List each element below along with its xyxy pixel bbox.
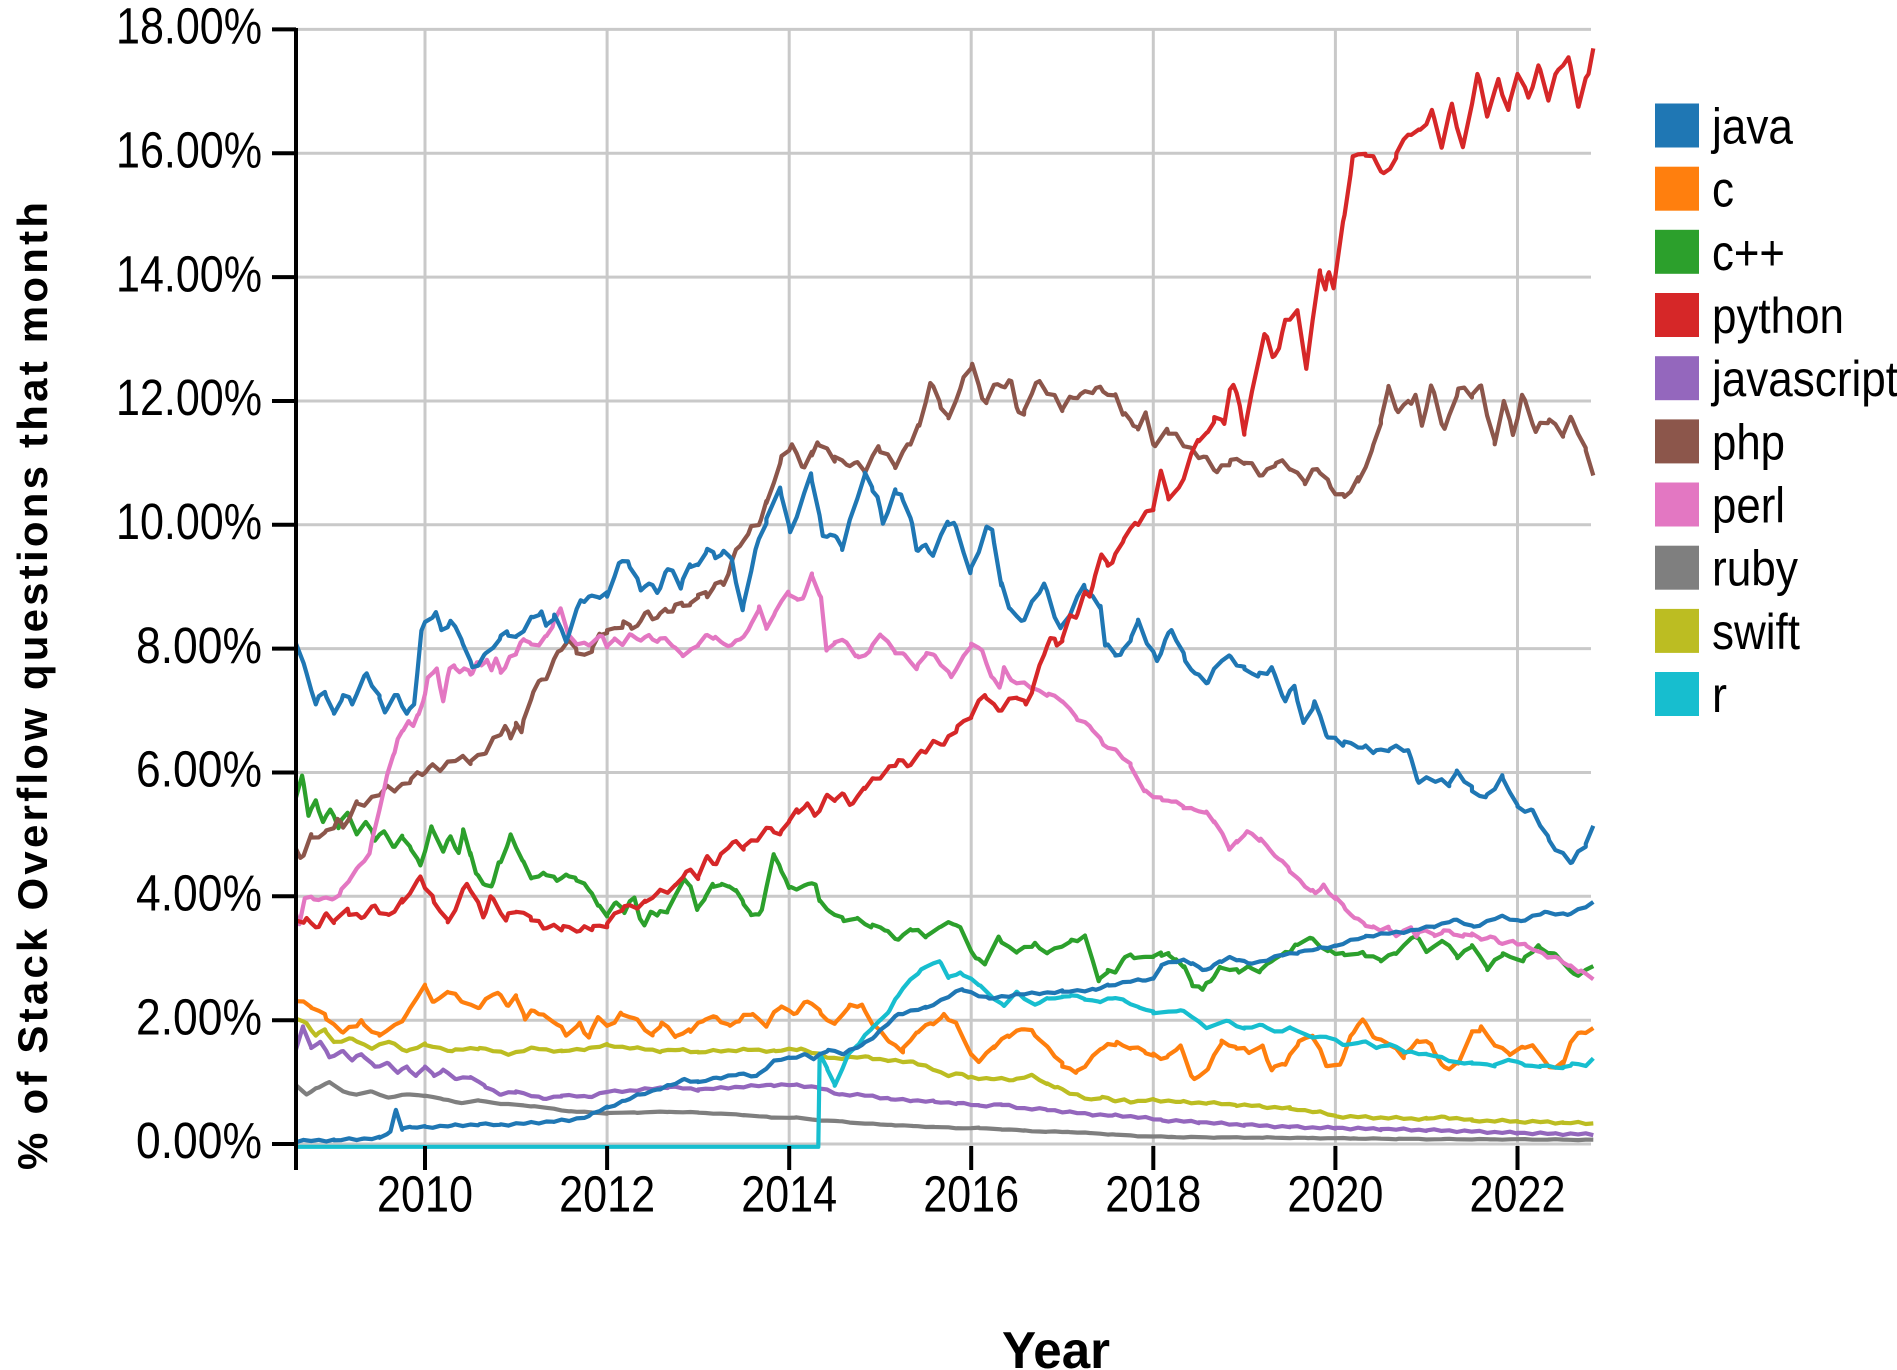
svg-text:6.00%: 6.00% xyxy=(136,741,262,798)
svg-text:0.00%: 0.00% xyxy=(136,1112,262,1169)
svg-text:2010: 2010 xyxy=(377,1166,473,1223)
svg-text:perl: perl xyxy=(1712,478,1785,534)
svg-text:2014: 2014 xyxy=(741,1166,837,1223)
svg-text:2.00%: 2.00% xyxy=(136,988,262,1045)
svg-text:swift: swift xyxy=(1712,604,1800,660)
svg-text:Year: Year xyxy=(1002,1322,1110,1370)
svg-text:12.00%: 12.00% xyxy=(116,369,262,426)
svg-text:php: php xyxy=(1712,414,1785,470)
svg-text:r: r xyxy=(1712,667,1727,723)
svg-text:% of Stack Overflow questions: % of Stack Overflow questions that month xyxy=(9,202,56,1170)
svg-text:4.00%: 4.00% xyxy=(136,865,262,922)
svg-text:c++: c++ xyxy=(1712,225,1785,281)
svg-text:java: java xyxy=(1710,99,1793,155)
svg-text:2018: 2018 xyxy=(1105,1166,1201,1223)
svg-text:ruby: ruby xyxy=(1712,541,1798,597)
svg-text:2016: 2016 xyxy=(923,1166,1019,1223)
svg-text:2012: 2012 xyxy=(559,1166,655,1223)
svg-text:python: python xyxy=(1712,288,1844,344)
svg-text:2020: 2020 xyxy=(1287,1166,1383,1223)
svg-text:2022: 2022 xyxy=(1470,1166,1566,1223)
svg-text:c: c xyxy=(1712,162,1734,218)
svg-text:javascript: javascript xyxy=(1710,351,1897,407)
svg-text:16.00%: 16.00% xyxy=(116,122,262,179)
svg-text:8.00%: 8.00% xyxy=(136,617,262,674)
svg-text:18.00%: 18.00% xyxy=(116,0,262,55)
svg-text:10.00%: 10.00% xyxy=(116,493,262,550)
svg-text:14.00%: 14.00% xyxy=(116,245,262,302)
